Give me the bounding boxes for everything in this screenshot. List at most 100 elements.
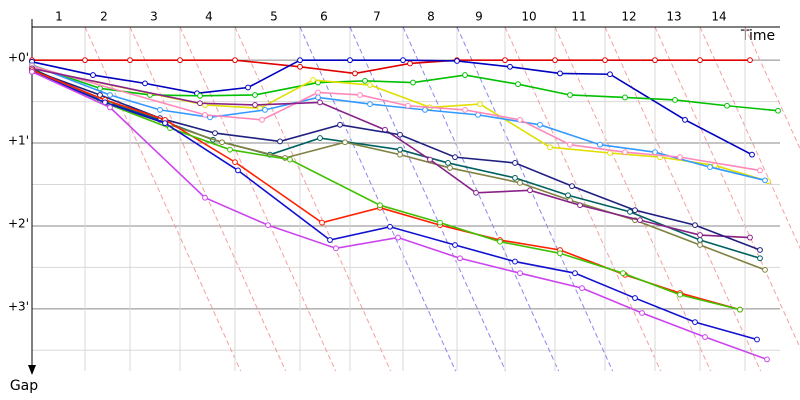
lap-marker [157, 106, 163, 113]
y-axis-arrow [28, 365, 36, 375]
lap-marker [315, 89, 321, 96]
lap-marker [775, 107, 781, 114]
lap-marker [245, 84, 251, 91]
lap-marker [317, 135, 323, 141]
lap-marker [333, 245, 339, 252]
lap-marker [387, 223, 393, 230]
lap-marker [607, 71, 613, 78]
y-tick-label: +1' [8, 134, 29, 148]
lap-marker [377, 202, 383, 209]
x-tick-label: 10 [521, 10, 536, 24]
series-line [31, 64, 779, 112]
x-tick-label: 8 [427, 10, 435, 24]
x-tick-label: 9 [475, 10, 483, 24]
lap-marker [197, 92, 203, 99]
lap-marker [177, 57, 183, 64]
x-tick-label: 12 [621, 10, 636, 24]
x-tick-label: 4 [205, 10, 213, 24]
lap-marker [362, 77, 368, 84]
lap-connector [604, 26, 762, 372]
lap-marker [400, 57, 406, 64]
x-tick-label: 3 [150, 10, 158, 24]
lap-marker [227, 146, 233, 153]
y-axis-title: Gap [10, 378, 38, 394]
lap-marker [497, 238, 503, 245]
lap-marker [197, 100, 203, 107]
lap-marker [577, 202, 583, 209]
lap-marker [357, 92, 363, 98]
lap-connector [402, 26, 560, 372]
x-tick-label: 5 [270, 10, 278, 24]
lap-marker [317, 99, 323, 106]
lap-marker [427, 156, 433, 163]
lap-marker [212, 130, 218, 137]
lap-marker [29, 68, 35, 75]
lap-marker [637, 217, 643, 224]
lap-marker [445, 160, 451, 166]
lap-marker [397, 146, 403, 153]
lap-marker [749, 151, 755, 158]
lap-marker [347, 57, 353, 64]
lap-marker [697, 242, 703, 248]
lap-marker [90, 72, 96, 78]
lap-marker [319, 219, 325, 226]
x-tick-label: 7 [373, 10, 381, 24]
lap-marker [569, 183, 575, 190]
lap-marker [407, 60, 413, 67]
lap-marker [757, 247, 763, 253]
lap-marker [252, 92, 258, 98]
lap-marker [265, 222, 271, 229]
lap-marker [579, 285, 585, 292]
lap-marker [757, 255, 763, 262]
lap-marker [762, 266, 768, 273]
lap-connector [234, 26, 392, 372]
lap-marker [567, 92, 573, 98]
lap-marker [454, 58, 460, 64]
lap-marker [397, 151, 403, 158]
lap-connector [744, 26, 800, 150]
lap-connector [299, 26, 457, 372]
lap-marker [473, 189, 479, 196]
series-line [31, 65, 761, 172]
lap-marker [515, 81, 521, 88]
lap-connector [554, 26, 712, 372]
lap-marker [232, 57, 238, 64]
lap-marker [552, 57, 558, 64]
lap-marker [437, 219, 443, 226]
lap-marker [527, 187, 533, 194]
lap-marker [639, 310, 645, 316]
lap-marker [82, 57, 88, 64]
lap-marker [597, 141, 603, 148]
lap-marker [697, 57, 703, 64]
lap-marker [652, 57, 658, 64]
lap-connector [84, 26, 242, 372]
lap-marker [367, 101, 373, 107]
lap-marker [620, 270, 626, 277]
lap-marker [452, 242, 458, 248]
lap-marker [517, 179, 523, 186]
lap-marker [410, 79, 416, 86]
lap-marker [607, 150, 613, 156]
lap-marker [219, 139, 225, 146]
lap-connector [179, 26, 337, 372]
lap-marker [395, 234, 401, 241]
lap-marker [235, 167, 241, 174]
lap-marker [707, 164, 713, 170]
y-tick-label: +0' [8, 51, 29, 65]
lap-marker [627, 208, 633, 215]
lap-marker [202, 194, 208, 201]
lap-marker [697, 232, 703, 238]
lap-marker [692, 319, 698, 325]
lap-marker [754, 336, 760, 343]
lap-marker [457, 255, 463, 262]
lap-marker [652, 149, 658, 156]
lap-marker [232, 159, 238, 166]
series-line [31, 64, 766, 182]
lap-marker [602, 57, 608, 64]
lap-marker [567, 141, 573, 148]
lap-marker [512, 258, 518, 265]
lap-marker [297, 63, 303, 70]
lap-marker [537, 121, 543, 128]
lap-marker [142, 80, 148, 87]
